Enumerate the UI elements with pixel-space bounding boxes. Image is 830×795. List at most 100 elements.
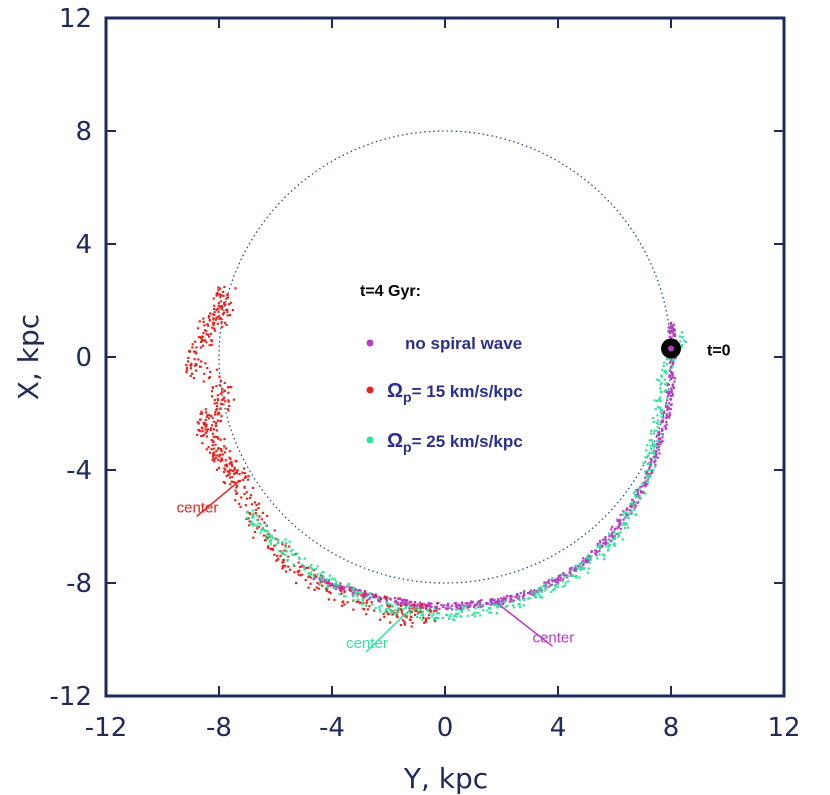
scatter-point bbox=[210, 395, 214, 398]
scatter-point bbox=[633, 508, 636, 511]
scatter-point bbox=[378, 605, 381, 609]
scatter-point bbox=[396, 601, 399, 604]
scatter-point bbox=[224, 464, 227, 467]
scatter-point bbox=[214, 456, 217, 460]
scatter-point bbox=[488, 602, 491, 605]
scatter-point bbox=[556, 583, 560, 586]
scatter-point bbox=[646, 478, 649, 481]
scatter-point bbox=[463, 604, 466, 607]
scatter-point bbox=[215, 424, 218, 427]
scatter-point bbox=[586, 571, 590, 574]
scatter-point bbox=[281, 561, 284, 564]
scatter-point bbox=[293, 564, 296, 567]
scatter-point bbox=[217, 458, 220, 461]
scatter-point bbox=[414, 608, 417, 611]
scatter-point bbox=[320, 581, 323, 584]
scatter-point bbox=[205, 435, 208, 438]
data-point bbox=[268, 533, 272, 537]
scatter-point bbox=[200, 360, 203, 363]
scatter-point bbox=[227, 470, 231, 473]
scatter-point bbox=[637, 488, 640, 491]
scatter-point bbox=[249, 494, 253, 497]
scatter-point bbox=[205, 423, 208, 426]
scatter-point bbox=[226, 310, 229, 313]
scatter-point bbox=[202, 344, 205, 347]
scatter-point bbox=[574, 569, 577, 572]
scatter-point bbox=[674, 377, 677, 380]
scatter-point bbox=[229, 476, 232, 479]
scatter-point bbox=[202, 332, 205, 335]
scatter-point bbox=[238, 502, 241, 505]
scatter-point bbox=[378, 608, 381, 611]
scatter-point bbox=[642, 461, 645, 465]
scatter-point bbox=[257, 525, 261, 528]
scatter-point bbox=[361, 599, 365, 602]
scatter-point bbox=[215, 294, 218, 297]
scatter-point bbox=[251, 515, 254, 518]
scatter-point bbox=[336, 584, 339, 587]
scatter-point bbox=[403, 620, 406, 624]
scatter-point bbox=[274, 537, 277, 540]
scatter-point bbox=[495, 600, 498, 603]
scatter-point bbox=[663, 370, 666, 373]
scatter-point bbox=[296, 552, 299, 555]
scatter-point bbox=[257, 506, 260, 510]
scatter-point bbox=[221, 453, 224, 456]
scatter-point bbox=[655, 453, 658, 456]
scatter-point bbox=[434, 605, 437, 609]
scatter-point bbox=[261, 511, 265, 514]
scatter-point bbox=[647, 473, 650, 476]
scatter-point bbox=[554, 580, 558, 584]
scatter-point bbox=[466, 601, 469, 605]
scatter-point bbox=[259, 531, 262, 534]
scatter-point bbox=[450, 613, 453, 616]
scatter-point bbox=[418, 601, 421, 604]
scatter-point bbox=[668, 374, 671, 377]
scatter-point bbox=[671, 329, 674, 332]
scatter-point bbox=[451, 618, 454, 621]
scatter-point bbox=[549, 584, 552, 588]
scatter-point bbox=[666, 394, 670, 398]
scatter-point bbox=[342, 595, 346, 598]
scatter-point bbox=[197, 336, 201, 339]
scatter-point bbox=[352, 587, 356, 590]
scatter-point bbox=[223, 321, 227, 324]
scatter-point bbox=[667, 416, 671, 419]
scatter-point bbox=[510, 594, 513, 597]
scatter-point bbox=[430, 602, 433, 605]
scatter-point bbox=[666, 397, 669, 400]
scatter-point bbox=[220, 308, 223, 311]
scatter-point bbox=[596, 542, 599, 546]
scatter-point bbox=[396, 607, 399, 611]
scatter-point bbox=[424, 619, 427, 622]
scatter-point bbox=[252, 536, 255, 539]
scatter-point bbox=[284, 541, 288, 545]
scatter-point bbox=[595, 549, 598, 553]
scatter-point bbox=[489, 603, 493, 606]
scatter-point bbox=[427, 616, 430, 620]
scatter-point bbox=[655, 442, 659, 446]
scatter-point bbox=[243, 472, 246, 475]
scatter-point bbox=[228, 472, 231, 475]
scatter-point bbox=[277, 538, 280, 541]
scatter-point bbox=[313, 588, 316, 591]
scatter-point bbox=[191, 343, 194, 346]
scatter-point bbox=[389, 609, 392, 612]
scatter-point bbox=[366, 595, 369, 598]
scatter-point bbox=[219, 392, 222, 395]
scatter-point bbox=[307, 586, 310, 589]
scatter-point bbox=[385, 600, 388, 603]
scatter-point bbox=[212, 317, 215, 320]
scatter-point bbox=[227, 399, 230, 402]
scatter-point bbox=[263, 521, 266, 524]
data-point bbox=[522, 598, 526, 602]
scatter-point bbox=[515, 593, 519, 596]
scatter-point bbox=[638, 487, 641, 490]
scatter-point bbox=[227, 409, 230, 412]
scatter-point bbox=[656, 426, 659, 429]
scatter-point bbox=[575, 566, 578, 569]
scatter-point bbox=[665, 421, 668, 424]
scatter-point bbox=[217, 304, 220, 307]
scatter-point bbox=[206, 413, 209, 417]
scatter-point bbox=[419, 610, 422, 613]
